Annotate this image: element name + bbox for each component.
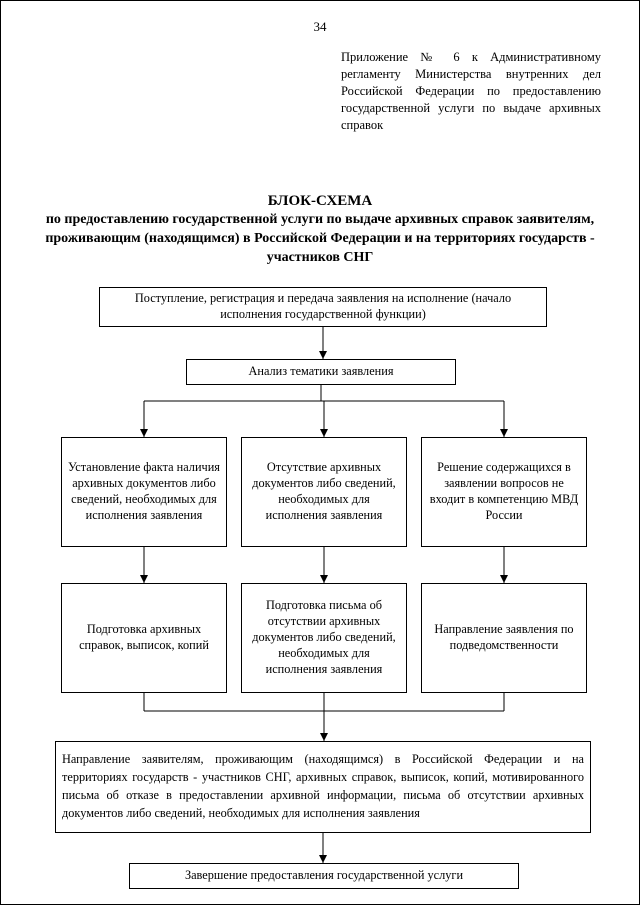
flowchart-node-n1: Поступление, регистрация и передача заяв… [99, 287, 547, 327]
flowchart-node-n3a: Установление факта наличия архивных доку… [61, 437, 227, 547]
flowchart-node-n2: Анализ тематики заявления [186, 359, 456, 385]
flowchart-node-n4a: Подготовка архивных справок, выписок, ко… [61, 583, 227, 693]
flowchart-node-n4b: Подготовка письма об отсутствии архивных… [241, 583, 407, 693]
flowchart-node-n4c: Направление заявления по подведомственно… [421, 583, 587, 693]
flowchart-node-n3c: Решение содержащихся в заявлении вопросо… [421, 437, 587, 547]
flowchart-node-n6: Завершение предоставления государственно… [129, 863, 519, 889]
flowchart-node-n3b: Отсутствие архивных документов либо свед… [241, 437, 407, 547]
flowchart-node-n5: Направление заявителям, проживающим (нах… [55, 741, 591, 833]
